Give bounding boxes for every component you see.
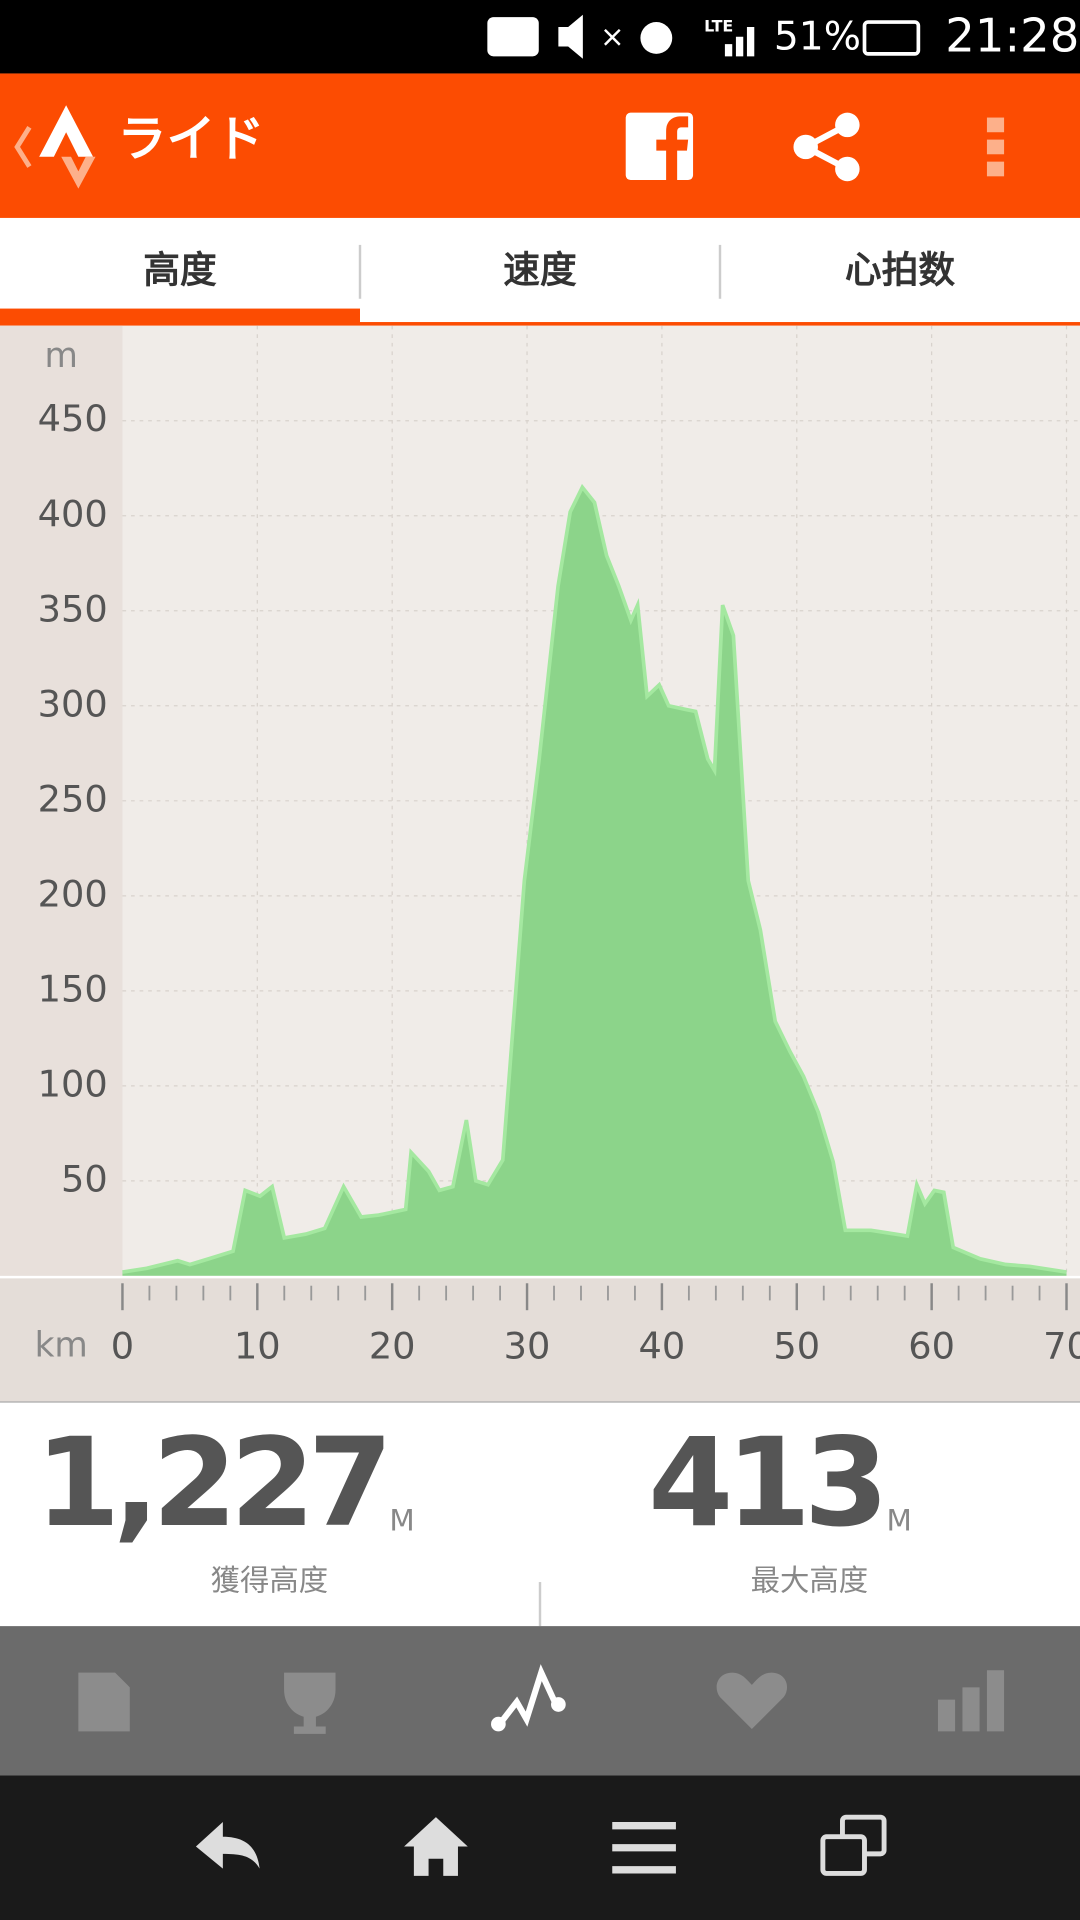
app-bar (0, 73, 1080, 218)
menu-dot (986, 161, 1005, 177)
facebook-f (656, 116, 689, 180)
back-key[interactable] (195, 1822, 260, 1869)
share-button[interactable] (793, 112, 860, 182)
active-tab-indicator (0, 308, 360, 324)
logo-up (39, 105, 94, 157)
y-tick-label: 50 (61, 1157, 108, 1200)
x-tick-label: 10 (234, 1325, 281, 1368)
alarm-icon (640, 22, 673, 54)
x-tick-label: 40 (639, 1325, 686, 1368)
x-axis-panel (0, 1277, 1080, 1403)
y-tick-label: 100 (38, 1062, 108, 1105)
nav-analysis-dot (551, 1697, 566, 1712)
menu-dot (986, 139, 1005, 155)
y-axis-panel (0, 325, 123, 1278)
tab[interactable]: 心拍数 (845, 248, 955, 291)
x-tick-label: 0 (111, 1325, 134, 1368)
tab-underline (0, 322, 1080, 326)
elevation-line (122, 483, 1067, 1274)
tab[interactable]: 高度 (143, 248, 217, 291)
x-unit: km (35, 1325, 88, 1365)
y-tick-label: 150 (38, 967, 108, 1010)
clock: 21:28 (945, 9, 1079, 63)
stat-value: 413 (648, 1411, 882, 1554)
voicemail-icon (487, 17, 539, 57)
back-chevron (14, 126, 32, 168)
nav-achievements[interactable] (284, 1672, 336, 1734)
nav-heart[interactable] (716, 1672, 788, 1729)
stat-unit: M (389, 1504, 414, 1538)
y-tick-label: 300 (38, 682, 108, 725)
mute-x: × (600, 19, 625, 53)
nav-analysis[interactable] (491, 1664, 566, 1732)
y-tick-label: 400 (38, 492, 108, 535)
mute-icon (558, 14, 583, 59)
stat-label: 最大高度 (751, 1564, 869, 1598)
battery-percent: 51% (774, 15, 861, 60)
menu-dot (986, 117, 1005, 133)
stat-value: 1,227 (35, 1411, 386, 1554)
app-title: ライド (118, 111, 265, 168)
logo-down (61, 156, 96, 189)
y-unit: m (45, 336, 78, 376)
nav-summary[interactable] (78, 1672, 130, 1732)
bottom-nav (0, 1626, 1080, 1776)
x-tick-label: 70 (1043, 1325, 1080, 1368)
status-bar (0, 0, 1080, 74)
back-button[interactable] (14, 105, 96, 189)
home-key[interactable] (404, 1817, 468, 1876)
share-lines (799, 122, 849, 172)
chart: 50 100 150 200 250 300 350 400 450 0 10 20 30 40 50 60 7… (0, 325, 1080, 1368)
network-type: LTE (704, 16, 733, 35)
nav-analysis-dot (491, 1716, 506, 1732)
system-nav (0, 1775, 1080, 1920)
y-tick-label: 350 (38, 587, 108, 630)
x-tick-label: 50 (773, 1325, 820, 1368)
signal-icon (724, 26, 755, 57)
stat-label: 獲得高度 (211, 1564, 329, 1598)
x-tick-label: 20 (369, 1325, 416, 1368)
stat-unit: M (887, 1504, 912, 1538)
recents-front (820, 1834, 867, 1876)
menu-key[interactable] (612, 1822, 676, 1874)
x-tick-label: 60 (908, 1325, 955, 1368)
overflow-menu[interactable] (986, 117, 1005, 177)
y-tick-label: 450 (38, 397, 108, 440)
tab[interactable]: 速度 (503, 248, 577, 291)
nav-analysis-line (497, 1664, 559, 1727)
nav-stats[interactable] (937, 1670, 1005, 1732)
recents-key[interactable] (820, 1814, 887, 1876)
battery-icon (862, 20, 921, 56)
tab-bar (0, 217, 1080, 326)
y-tick-label: 200 (38, 872, 108, 915)
elevation-area (122, 487, 1067, 1276)
x-tick-label: 30 (504, 1325, 551, 1368)
facebook-button[interactable] (625, 112, 694, 180)
y-tick-label: 250 (38, 777, 108, 820)
